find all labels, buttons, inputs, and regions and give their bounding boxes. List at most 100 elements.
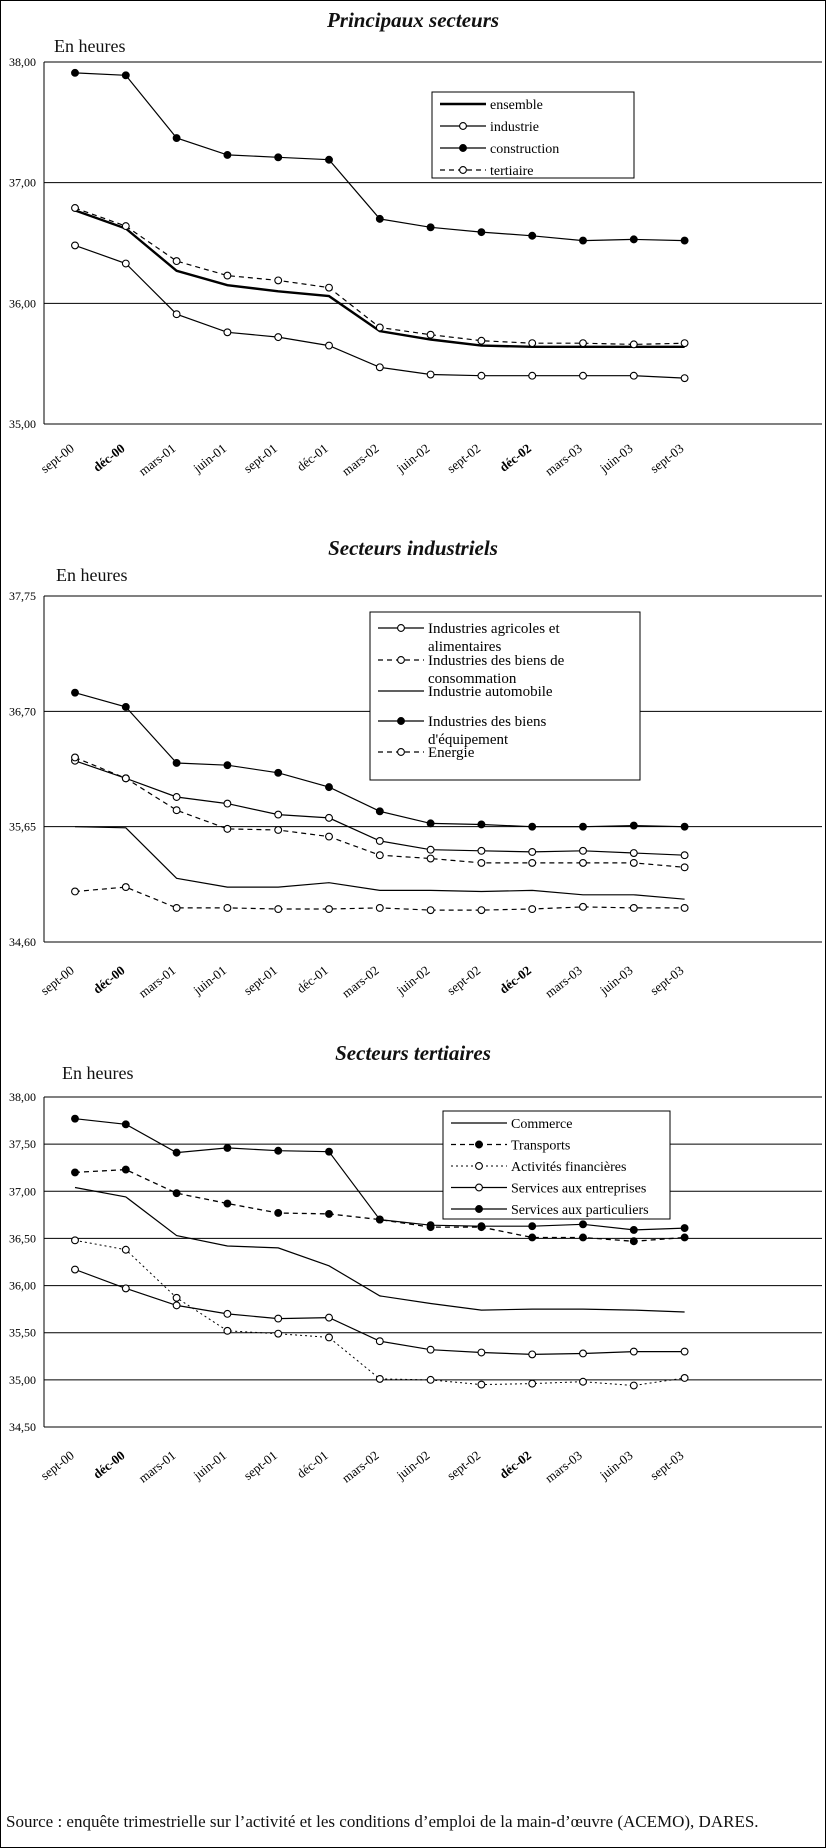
data-point xyxy=(274,1329,283,1338)
x-tick-label: sept-01 xyxy=(241,441,280,476)
x-tick-label: sept-02 xyxy=(444,963,483,998)
data-point xyxy=(325,341,333,350)
data-point xyxy=(325,905,333,913)
data-point xyxy=(71,887,79,896)
y-tick-label: 38,00 xyxy=(9,1090,36,1104)
data-point xyxy=(680,851,689,860)
legend-box xyxy=(431,91,635,179)
data-point xyxy=(375,807,384,816)
y-tick-label: 37,00 xyxy=(9,176,36,190)
data-point xyxy=(375,903,384,912)
data-point xyxy=(375,1374,384,1383)
data-point xyxy=(629,1237,638,1246)
data-point xyxy=(375,851,384,860)
chart-title-principaux: Principaux secteurs xyxy=(326,8,500,32)
data-point xyxy=(274,276,283,285)
data-point xyxy=(528,371,537,380)
data-point xyxy=(629,849,638,857)
y-tick-label: 35,65 xyxy=(9,820,36,834)
data-point xyxy=(274,768,283,777)
legend-marker xyxy=(475,1140,483,1149)
legend-label: tertiaire xyxy=(490,164,534,179)
y-tick-label: 38,00 xyxy=(9,55,36,69)
data-point xyxy=(121,1245,130,1254)
data-point xyxy=(528,858,537,867)
data-point xyxy=(172,134,181,142)
data-point xyxy=(121,883,130,892)
x-tick-label: déc-00 xyxy=(90,1448,128,1482)
data-point xyxy=(223,1326,232,1335)
data-point xyxy=(680,863,689,872)
legend-marker xyxy=(475,1162,483,1170)
legend-marker xyxy=(397,748,405,756)
x-tick-label: déc-02 xyxy=(496,963,534,997)
x-tick-label: juin-01 xyxy=(190,441,230,477)
x-tick-label: déc-01 xyxy=(294,1448,331,1482)
y-tick-label: 34,60 xyxy=(9,935,36,949)
legend-label: industrie xyxy=(490,120,539,135)
data-point xyxy=(274,1209,283,1217)
data-point xyxy=(71,1168,79,1177)
chart-title-industriels: Secteurs industriels xyxy=(328,536,498,560)
x-tick-label: sept-02 xyxy=(444,1448,483,1483)
data-point xyxy=(71,753,79,762)
data-point xyxy=(274,1146,283,1155)
data-point xyxy=(172,903,181,912)
data-point xyxy=(121,702,130,711)
x-tick-label: juin-01 xyxy=(190,963,230,999)
data-point xyxy=(680,822,689,831)
legend-label: Activités financières xyxy=(511,1160,626,1175)
data-point xyxy=(121,71,130,80)
data-point xyxy=(71,1236,79,1245)
data-point xyxy=(325,813,333,822)
data-point xyxy=(579,822,587,831)
x-tick-label: mars-03 xyxy=(542,1448,585,1486)
data-point xyxy=(325,783,333,792)
legend-label: Industrie automobile xyxy=(428,684,553,700)
data-point xyxy=(629,821,638,830)
data-point xyxy=(477,906,486,915)
data-point xyxy=(477,1348,486,1357)
legend-marker xyxy=(459,144,467,152)
data-point xyxy=(121,259,130,268)
data-point xyxy=(477,846,486,855)
data-point xyxy=(426,819,435,828)
data-point xyxy=(325,1147,333,1156)
x-tick-label: déc-02 xyxy=(496,441,534,475)
data-point xyxy=(426,330,435,339)
data-point xyxy=(629,340,638,349)
data-point xyxy=(426,1375,435,1384)
x-tick-label: déc-01 xyxy=(294,441,331,475)
data-point xyxy=(223,903,232,912)
data-point xyxy=(172,1148,181,1157)
data-point xyxy=(223,1199,232,1208)
x-tick-label: déc-01 xyxy=(294,963,331,997)
series-line-activites-financieres xyxy=(74,1239,685,1387)
y-tick-label: 36,50 xyxy=(9,1231,36,1245)
data-point xyxy=(121,1165,130,1174)
data-point xyxy=(477,820,486,829)
x-tick-label: mars-02 xyxy=(339,1448,382,1486)
legend-label: Industries des biens d'équipement xyxy=(428,714,546,748)
x-tick-label: juin-03 xyxy=(596,963,636,999)
x-tick-label: juin-02 xyxy=(393,963,433,999)
data-point xyxy=(426,1345,435,1354)
chart-secteurs-industriels: 34,60 35,65 36,70 37,75 sept-00 déc-00 mars-01… xyxy=(9,589,822,1001)
y-tick-label: 36,00 xyxy=(9,1279,36,1293)
x-tick-label: sept-00 xyxy=(37,963,76,998)
data-point xyxy=(71,1114,79,1123)
data-point xyxy=(223,328,232,337)
data-point xyxy=(71,688,79,697)
y-tick-label: 37,75 xyxy=(9,589,36,603)
data-point xyxy=(579,236,587,245)
data-point xyxy=(426,223,435,232)
y-unit-label-principaux: En heures xyxy=(54,36,126,56)
x-tick-label: mars-01 xyxy=(136,963,179,1001)
legend-label: Services aux particuliers xyxy=(511,1203,649,1218)
x-tick-label: juin-03 xyxy=(596,1448,636,1484)
data-point xyxy=(528,1379,537,1388)
data-point xyxy=(629,858,638,867)
data-point xyxy=(528,1222,537,1231)
x-tick-label: déc-02 xyxy=(496,1448,534,1482)
data-point xyxy=(325,155,333,164)
